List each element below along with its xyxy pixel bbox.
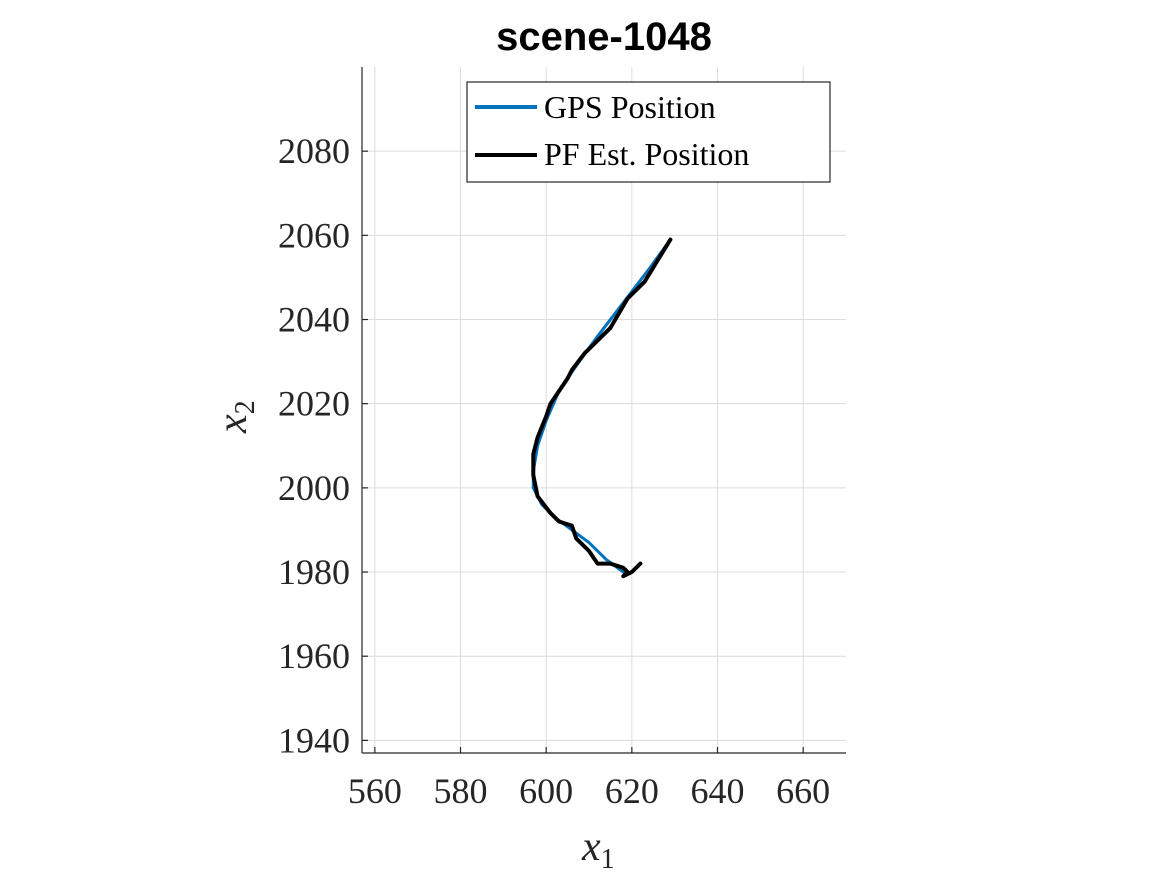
y-tick-label-1940: 1940 — [278, 720, 350, 760]
legend-box — [466, 81, 831, 183]
legend-label-pf-est-position: PF Est. Position — [544, 136, 749, 172]
legend: GPS Position PF Est. Position — [466, 81, 831, 183]
chart-title: scene-1048 — [496, 15, 712, 59]
x-tick-label-640: 640 — [691, 771, 745, 811]
y-tick-label-2060: 2060 — [278, 215, 350, 255]
x-axis-label-main: x — [581, 824, 601, 870]
legend-label-gps-position: GPS Position — [544, 89, 716, 125]
axes — [361, 67, 846, 754]
x-tick-label-620: 620 — [605, 771, 659, 811]
y-axis-label-subscript: 2 — [230, 400, 261, 414]
x-tick-label-560: 560 — [348, 771, 402, 811]
x-tick-label-660: 660 — [776, 771, 830, 811]
y-tick-label-1960: 1960 — [278, 636, 350, 676]
y-axis-label: x2 — [210, 400, 261, 434]
x-axis-label-subscript: 1 — [601, 844, 615, 875]
y-axis-label-main: x — [210, 414, 256, 434]
plot-area — [531, 237, 673, 579]
x-axis-label: x1 — [581, 824, 615, 875]
series-line-gps-position — [531, 238, 672, 574]
y-tick-label-2040: 2040 — [278, 300, 350, 340]
y-tick-label-2020: 2020 — [278, 384, 350, 424]
y-tick-label-2000: 2000 — [278, 468, 350, 508]
y-tick-label-1980: 1980 — [278, 552, 350, 592]
y-tick-label-2080: 2080 — [278, 131, 350, 171]
series-line-pf-est-position — [531, 237, 673, 579]
x-tick-label-600: 600 — [519, 771, 573, 811]
tick-labels: 560 580 600 620 640 660 1940 1960 1980 2000 2020 20… — [278, 131, 830, 811]
x-tick-label-580: 580 — [434, 771, 488, 811]
